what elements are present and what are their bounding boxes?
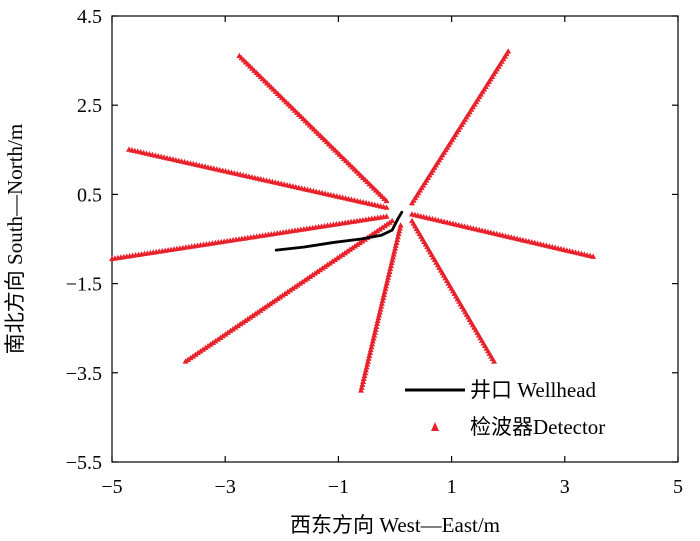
- x-tick-label: 1: [447, 476, 457, 498]
- plot-frame: [111, 15, 679, 463]
- detector-point: [358, 384, 365, 390]
- detector-arm: [408, 48, 512, 206]
- legend-detector-label: 检波器Detector: [470, 415, 605, 439]
- detector-point: [363, 364, 370, 370]
- detector-point: [379, 297, 386, 303]
- detector-point: [367, 346, 374, 353]
- detector-point: [368, 343, 375, 350]
- detector-point: [491, 358, 498, 364]
- detector-point: [182, 358, 189, 364]
- marks-layer: [109, 48, 597, 393]
- detector-point: [383, 283, 390, 289]
- detector-point: [372, 326, 379, 332]
- detector-point: [385, 274, 392, 280]
- detector-point: [382, 285, 389, 292]
- detector-point: [374, 320, 381, 327]
- detector-point: [376, 311, 383, 318]
- detector-arm: [408, 211, 597, 259]
- x-axis-label: 西东方向 West—East/m: [290, 513, 500, 537]
- detector-arm: [182, 217, 396, 364]
- y-tick-label: 4.5: [77, 6, 102, 28]
- detector-point: [394, 236, 401, 243]
- detector-point: [371, 332, 378, 338]
- y-tick-label: −1.5: [66, 274, 102, 296]
- detector-point: [366, 352, 373, 358]
- detector-point: [364, 358, 371, 364]
- detector-point: [385, 271, 392, 277]
- detector-point: [392, 242, 399, 248]
- detector-point: [395, 230, 402, 237]
- detector-point: [360, 375, 367, 382]
- detector-point: [362, 369, 369, 376]
- detector-point: [383, 197, 390, 204]
- detector-point: [392, 245, 399, 251]
- legend: 井口 Wellhead 检波器Detector: [405, 378, 605, 439]
- detector-point: [375, 314, 382, 321]
- y-axis-label: 南北方向 South—North/m: [3, 124, 27, 354]
- x-tick-label: 3: [560, 476, 570, 498]
- detector-arm: [408, 217, 498, 364]
- detector-point: [408, 199, 415, 206]
- detector-point: [391, 248, 398, 254]
- detector-point: [365, 355, 372, 361]
- detector-point: [386, 268, 393, 274]
- detector-point: [393, 239, 400, 245]
- detector-point: [384, 277, 391, 283]
- detector-point: [396, 228, 403, 234]
- detector-point: [388, 259, 395, 266]
- detector-point: [397, 222, 404, 228]
- detector-point: [369, 340, 376, 347]
- detector-point: [383, 280, 390, 286]
- detector-arm: [358, 222, 404, 393]
- detector-point: [361, 372, 368, 379]
- detector-point: [387, 265, 394, 272]
- detector-point: [390, 251, 397, 257]
- x-tick-label: −5: [101, 476, 122, 498]
- detector-point: [376, 309, 383, 315]
- x-tick-label: 5: [673, 476, 683, 498]
- detector-point: [380, 294, 387, 300]
- detector-point: [394, 233, 401, 240]
- y-tick-label: −5.5: [66, 452, 102, 474]
- legend-detector-swatch: [431, 422, 439, 431]
- detector-point: [380, 291, 387, 298]
- y-tick-label: −3.5: [66, 363, 102, 385]
- y-tick-label: 2.5: [77, 95, 102, 117]
- detector-point: [381, 288, 388, 295]
- detector-point: [590, 253, 597, 259]
- detector-point: [378, 300, 385, 306]
- detector-arm: [236, 52, 390, 204]
- detector-point: [396, 225, 403, 231]
- detector-point: [371, 329, 378, 335]
- detector-point: [109, 255, 115, 262]
- detector-point: [387, 262, 394, 269]
- x-tick-label: −1: [328, 476, 349, 498]
- detector-point: [358, 387, 365, 393]
- detector-point: [383, 204, 390, 210]
- wellhead-line: [274, 210, 404, 252]
- x-tick-label: −3: [215, 476, 236, 498]
- detector-point: [359, 381, 366, 387]
- detector-point: [364, 361, 371, 367]
- detector-point: [370, 335, 377, 341]
- detector-point: [362, 366, 369, 373]
- detector-point: [389, 256, 396, 263]
- detector-arm: [109, 213, 390, 262]
- ticks-layer: −5 −3 −1 1 3 5 4.5 2.5 0.5 −1.5 −3.5 −5.5: [66, 6, 683, 498]
- detector-point: [369, 338, 376, 344]
- detector-point: [367, 349, 374, 356]
- detector-point: [377, 306, 384, 312]
- detector-point: [360, 378, 367, 384]
- detector-arm: [125, 146, 390, 210]
- detector-point: [373, 323, 380, 329]
- detector-point: [390, 254, 397, 260]
- y-tick-label: 0.5: [77, 184, 102, 206]
- detector-point: [374, 317, 381, 324]
- detector-point: [378, 303, 385, 309]
- legend-wellhead-label: 井口 Wellhead: [470, 378, 597, 402]
